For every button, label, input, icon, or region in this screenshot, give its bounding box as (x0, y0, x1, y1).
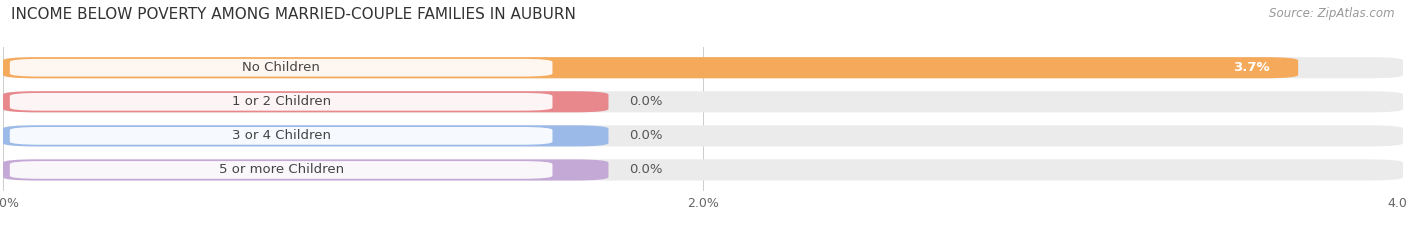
Text: 0.0%: 0.0% (630, 129, 664, 142)
Text: 0.0%: 0.0% (630, 95, 664, 108)
Text: 5 or more Children: 5 or more Children (218, 163, 343, 176)
FancyBboxPatch shape (3, 57, 1403, 78)
FancyBboxPatch shape (10, 93, 553, 111)
Text: No Children: No Children (242, 61, 321, 74)
FancyBboxPatch shape (10, 127, 553, 145)
FancyBboxPatch shape (3, 125, 1403, 146)
Text: 3 or 4 Children: 3 or 4 Children (232, 129, 330, 142)
FancyBboxPatch shape (3, 91, 1403, 112)
Text: 1 or 2 Children: 1 or 2 Children (232, 95, 330, 108)
Text: 0.0%: 0.0% (630, 163, 664, 176)
FancyBboxPatch shape (3, 91, 609, 112)
FancyBboxPatch shape (3, 159, 1403, 181)
FancyBboxPatch shape (3, 159, 609, 181)
Text: Source: ZipAtlas.com: Source: ZipAtlas.com (1270, 7, 1395, 20)
FancyBboxPatch shape (3, 57, 1298, 78)
FancyBboxPatch shape (10, 59, 553, 77)
FancyBboxPatch shape (3, 125, 609, 146)
FancyBboxPatch shape (10, 161, 553, 179)
Text: 3.7%: 3.7% (1233, 61, 1270, 74)
Text: INCOME BELOW POVERTY AMONG MARRIED-COUPLE FAMILIES IN AUBURN: INCOME BELOW POVERTY AMONG MARRIED-COUPL… (11, 7, 576, 22)
